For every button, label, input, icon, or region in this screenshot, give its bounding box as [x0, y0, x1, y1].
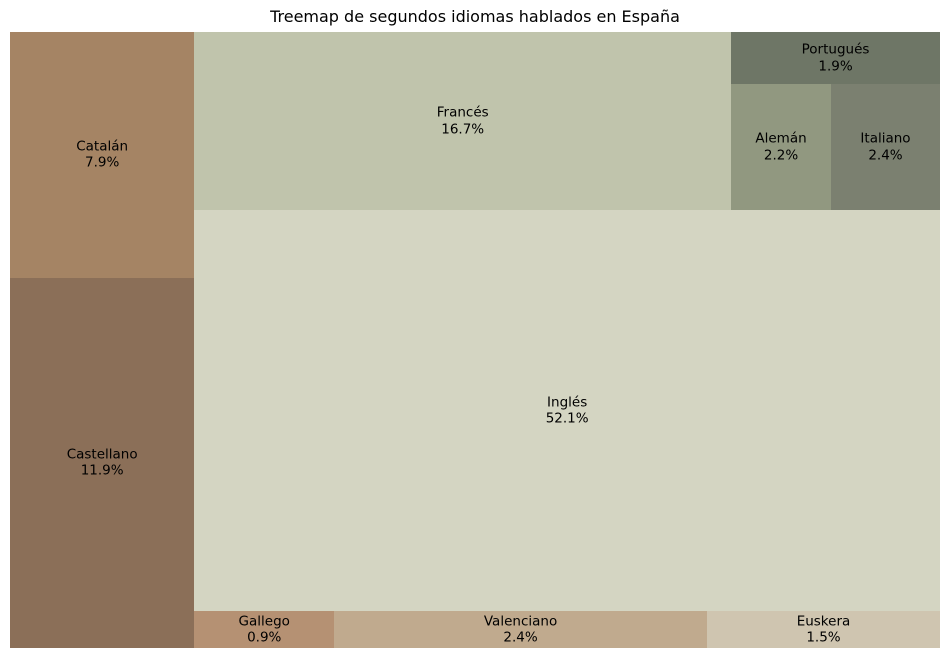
treemap-tile-frances: [194, 32, 732, 211]
treemap-tile-catalan: [10, 32, 195, 278]
treemap-tile-euskera: [706, 611, 940, 648]
treemap-tile-ingles: [194, 210, 940, 612]
treemap-tile-aleman: [731, 84, 831, 211]
treemap-tile-valenciano: [334, 611, 707, 648]
treemap-tile-portugues: [731, 32, 940, 85]
chart-title: Treemap de segundos idiomas hablados en …: [270, 7, 680, 26]
treemap-tile-gallego: [194, 611, 335, 648]
treemap-tile-italiano: [830, 84, 940, 211]
treemap-tile-castellano: [10, 277, 195, 648]
